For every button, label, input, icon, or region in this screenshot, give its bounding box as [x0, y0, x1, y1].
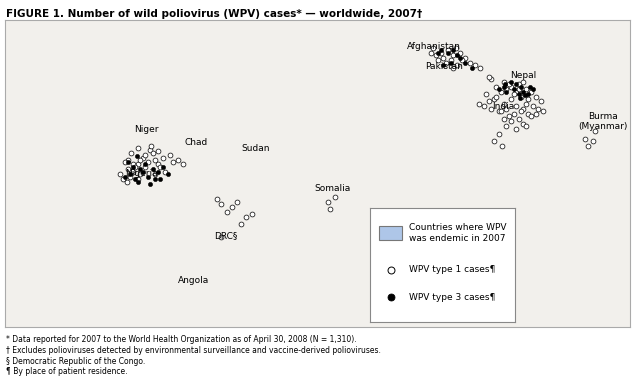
Text: Somalia: Somalia — [314, 184, 351, 193]
Text: India: India — [492, 102, 515, 111]
Text: Angola: Angola — [178, 276, 209, 285]
Text: Pakistan: Pakistan — [425, 62, 463, 71]
Text: WPV type 3 cases¶: WPV type 3 cases¶ — [410, 293, 496, 302]
Text: * Data reported for 2007 to the World Health Organization as of April 30, 2008 (: * Data reported for 2007 to the World He… — [6, 335, 357, 345]
Text: Chad: Chad — [185, 138, 208, 147]
Bar — [379, 226, 403, 240]
Text: Niger: Niger — [134, 125, 159, 134]
Text: † Excludes polioviruses detected by environmental surveillance and vaccine-deriv: † Excludes polioviruses detected by envi… — [6, 346, 381, 355]
Text: WPV type 1 cases¶: WPV type 1 cases¶ — [410, 265, 496, 274]
Text: ¶ By place of patient residence.: ¶ By place of patient residence. — [6, 367, 128, 376]
Text: Nepal: Nepal — [510, 70, 537, 80]
Text: DRC§: DRC§ — [214, 231, 238, 240]
Text: Afghanistan: Afghanistan — [407, 42, 461, 52]
Text: FIGURE 1. Number of wild poliovirus (WPV) cases* — worldwide, 2007†: FIGURE 1. Number of wild poliovirus (WPV… — [6, 9, 422, 19]
Text: Countries where WPV
was endemic in 2007: Countries where WPV was endemic in 2007 — [410, 223, 507, 243]
Text: § Democratic Republic of the Congo.: § Democratic Republic of the Congo. — [6, 357, 146, 366]
Text: Sudan: Sudan — [242, 144, 270, 153]
Text: Nigeria: Nigeria — [125, 169, 158, 178]
Text: Burma
(Myanmar): Burma (Myanmar) — [578, 111, 628, 131]
